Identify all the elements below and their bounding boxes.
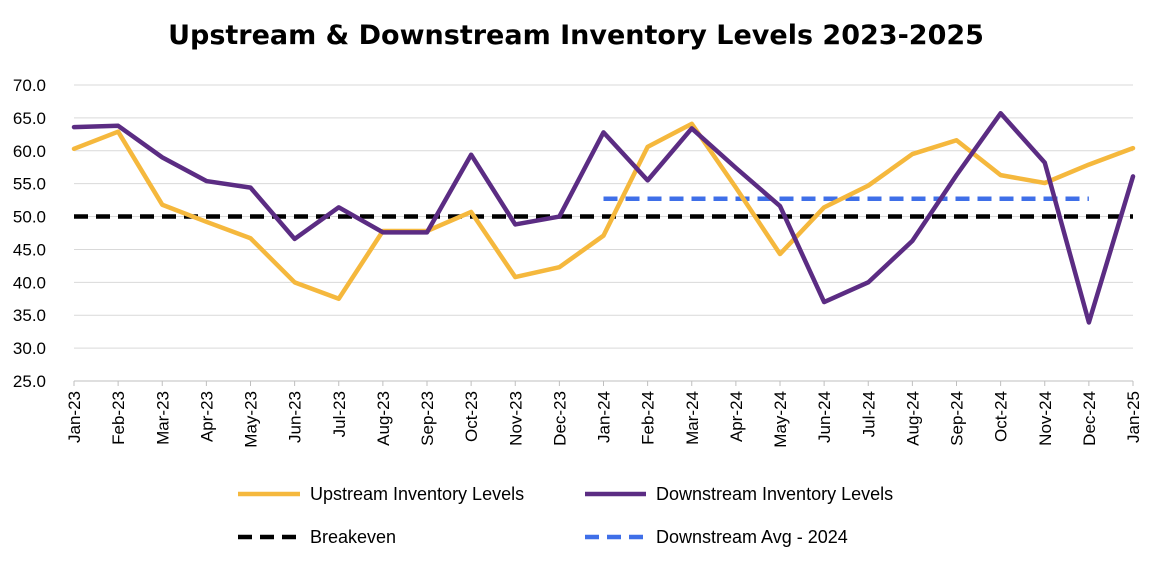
x-tick-label: Jan-23 (65, 391, 84, 443)
x-tick-label: Jan-24 (595, 391, 614, 443)
series-group (71, 111, 1136, 325)
x-tick-label: Jun-24 (815, 391, 834, 443)
series-line-0 (71, 121, 1136, 302)
series-line-1 (71, 111, 1136, 325)
x-tick-label: Sep-24 (948, 391, 967, 446)
chart-title: Upstream & Downstream Inventory Levels 2… (168, 20, 984, 51)
y-tick-label: 30.0 (13, 339, 46, 358)
axes: 25.0 30.0 35.0 40.0 45.0 50.0 55.0 60.0 65.0 70.0… (13, 76, 1143, 448)
x-tick-label: Aug-24 (903, 391, 922, 446)
x-tick-label: Mar-24 (683, 391, 702, 445)
x-tick-label: Oct-24 (992, 391, 1011, 442)
y-tick-label: 65.0 (13, 109, 46, 128)
x-tick-label: Dec-24 (1080, 391, 1099, 446)
y-tick-label: 70.0 (13, 76, 46, 95)
x-tick-label: Feb-24 (639, 391, 658, 445)
x-tick-label: Sep-23 (418, 391, 437, 446)
y-tick-label: 55.0 (13, 175, 46, 194)
y-tick-label: 45.0 (13, 240, 46, 259)
y-tick-label: 60.0 (13, 142, 46, 161)
legend: Upstream Inventory Levels Downstream Inve… (238, 484, 893, 547)
x-tick-label: May-24 (771, 391, 790, 448)
x-tick-label: Feb-23 (109, 391, 128, 445)
x-tick-label: Nov-24 (1036, 391, 1055, 446)
x-tick-label: Apr-23 (197, 391, 216, 442)
x-tick-label: May-23 (242, 391, 261, 448)
legend-label: Upstream Inventory Levels (310, 484, 524, 504)
legend-item: Downstream Inventory Levels (585, 484, 893, 504)
x-tick-label: Oct-23 (462, 391, 481, 442)
legend-label: Downstream Avg - 2024 (656, 527, 848, 547)
y-tick-label: 35.0 (13, 306, 46, 325)
legend-item: Downstream Avg - 2024 (585, 527, 848, 547)
x-tick-label: Jan-25 (1124, 391, 1143, 443)
legend-item: Upstream Inventory Levels (238, 484, 524, 504)
x-tick-label: Nov-23 (506, 391, 525, 446)
x-tick-label: Jun-23 (286, 391, 305, 443)
x-tick-label: Jul-23 (330, 391, 349, 437)
legend-item: Breakeven (238, 527, 396, 547)
x-tick-label: Aug-23 (374, 391, 393, 446)
x-tick-label: Jul-24 (859, 391, 878, 437)
legend-label: Downstream Inventory Levels (656, 484, 893, 504)
legend-label: Breakeven (310, 527, 396, 547)
x-tick-label: Mar-23 (153, 391, 172, 445)
y-tick-label: 25.0 (13, 372, 46, 391)
y-tick-label: 40.0 (13, 273, 46, 292)
x-tick-label: Apr-24 (727, 391, 746, 442)
y-tick-label: 50.0 (13, 208, 46, 227)
x-tick-label: Dec-23 (550, 391, 569, 446)
